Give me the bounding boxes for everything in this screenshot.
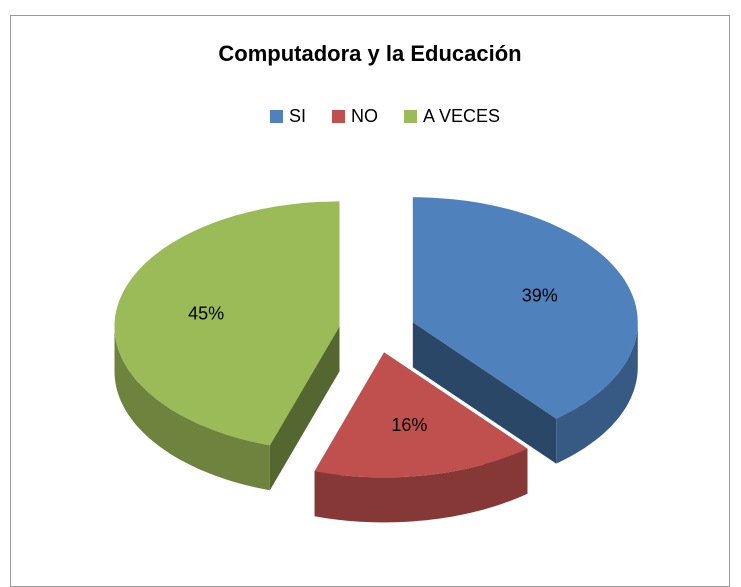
slice [114, 201, 340, 446]
slice [314, 352, 528, 478]
slice [412, 197, 638, 419]
chart-title: Computadora y la Educación [218, 41, 521, 66]
legend-label: SI [289, 106, 306, 126]
pie: 39% 16% 45% [114, 197, 638, 523]
legend-swatch [269, 110, 283, 123]
legend-label: NO [351, 106, 378, 126]
legend: SI NO A VECES [269, 106, 500, 126]
slice-side [269, 326, 340, 491]
slice-wall [314, 448, 528, 523]
legend-swatch [403, 110, 417, 123]
slice-wall [556, 322, 638, 464]
data-label: 39% [522, 286, 558, 306]
legend-swatch [331, 110, 345, 123]
slice-side [412, 322, 557, 464]
data-label: 16% [391, 415, 427, 435]
data-label: 45% [188, 303, 224, 323]
legend-label: A VECES [423, 106, 500, 126]
slice-wall [114, 326, 270, 491]
